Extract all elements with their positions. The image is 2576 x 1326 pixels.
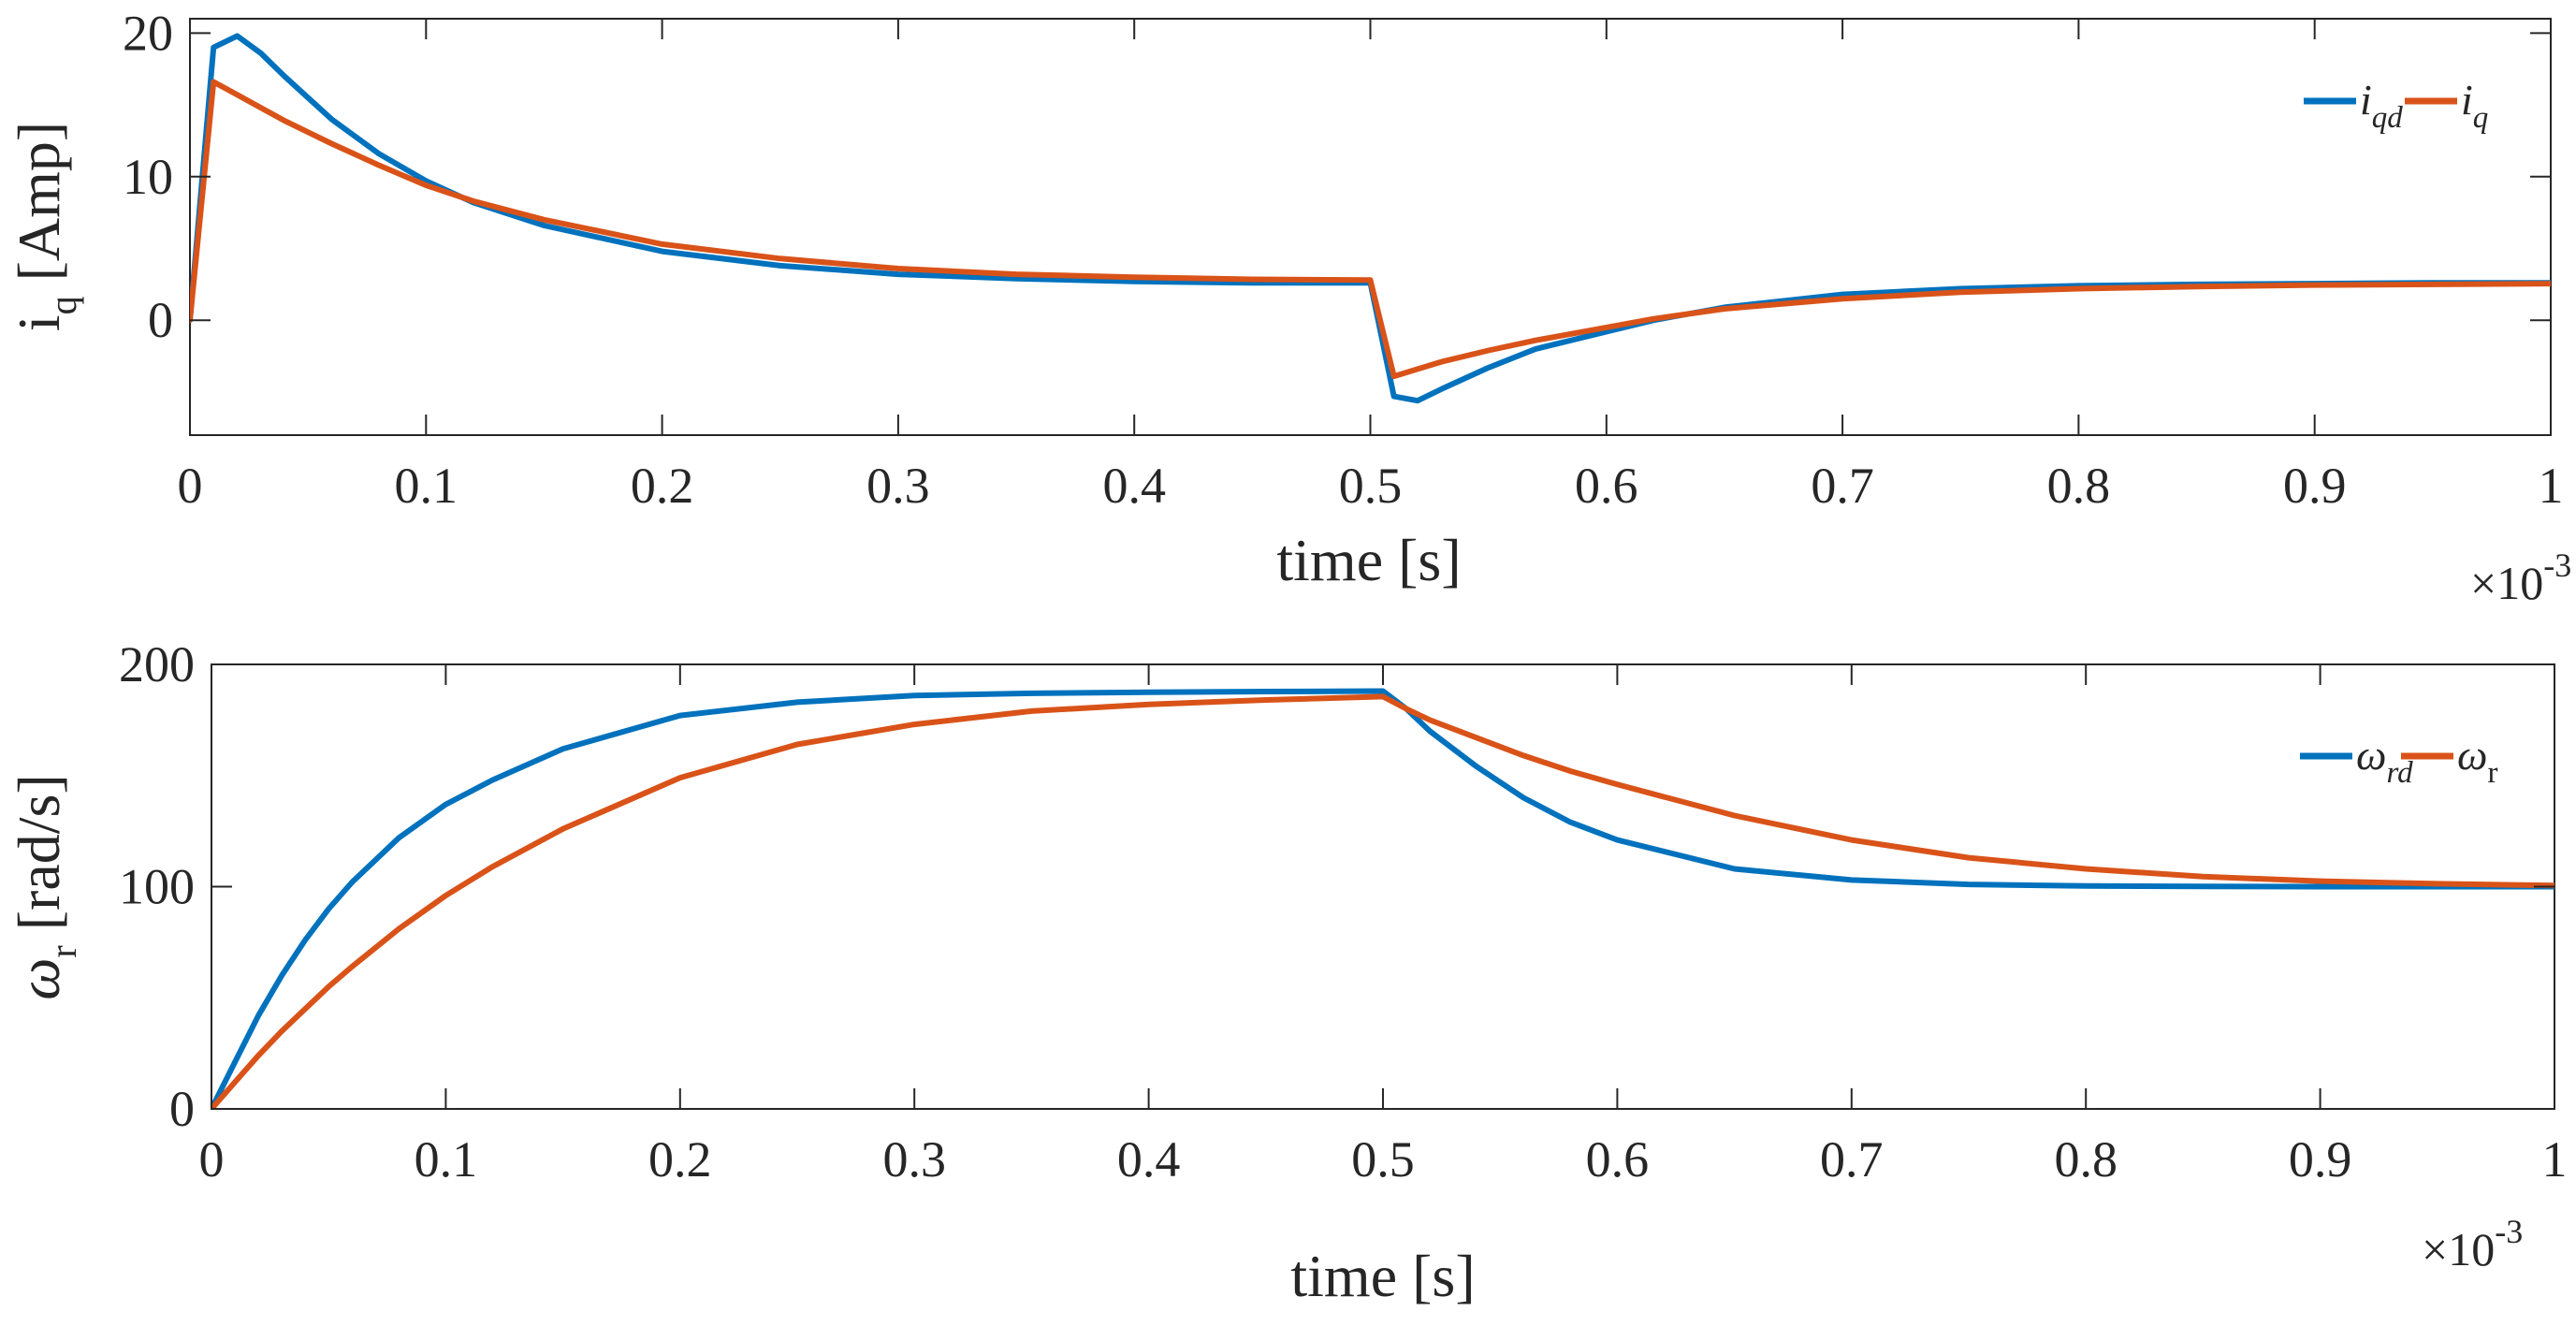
series-line-ω_rd: [211, 688, 2554, 1109]
legend-label-sub: q: [2473, 101, 2489, 135]
y-axis-label-main: i: [6, 314, 72, 331]
x-tick-label: 0.9: [2289, 1131, 2352, 1188]
y-tick-label: 10: [123, 149, 173, 205]
x-tick-label: 0.6: [1575, 458, 1638, 514]
x-exponent-base: ×10: [2470, 557, 2543, 609]
x-exponent-base: ×10: [2422, 1223, 2495, 1275]
x-tick-label: 0.4: [1102, 458, 1166, 514]
legend-label-main: ω: [2356, 731, 2386, 779]
legend: ωrd ωr: [2300, 731, 2497, 790]
y-axis-label-main: ω: [6, 958, 72, 1000]
x-tick-label: 0.7: [1820, 1131, 1884, 1188]
legend-label-i_qd: iqd: [2360, 76, 2403, 135]
series-line-ω_r: [211, 693, 2554, 1109]
x-tick-label: 0.1: [415, 1131, 478, 1188]
legend-label-ω_rd: ωrd: [2356, 731, 2413, 790]
y-axis-label: iq [Amp]: [6, 122, 84, 331]
y-tick-label: 0: [169, 1081, 195, 1137]
x-tick-label: 0.7: [1811, 458, 1874, 514]
legend-label-ω_r: ωr: [2457, 731, 2497, 790]
x-tick-label: 0.9: [2283, 458, 2347, 514]
y-tick-label: 0: [148, 292, 173, 348]
x-axis-label: time [s]: [1276, 527, 1461, 593]
x-tick-label: 0.5: [1351, 1131, 1415, 1188]
x-exponent-power: -3: [2495, 1213, 2523, 1250]
legend-label-i_q: iq: [2461, 76, 2488, 135]
x-tick-label: 0.8: [2054, 1131, 2118, 1188]
series-group: [211, 688, 2554, 1109]
x-tick-label: 0.8: [2047, 458, 2111, 514]
omega-chart: 0 0.1 0.2 0.3 0.4 0.5 0.6 0.7 0.8 0.9 1 0 100 200 time…: [6, 636, 2568, 1309]
x-exponent-power: -3: [2543, 546, 2571, 584]
x-tick-label: 0: [199, 1131, 225, 1188]
y-tick-label: 20: [123, 5, 173, 61]
x-axis-label: time [s]: [1290, 1243, 1475, 1309]
legend-label-sub: r: [2487, 756, 2497, 790]
series-line-i_qd: [190, 33, 2551, 404]
x-tick-label: 0.1: [395, 458, 458, 514]
x-tick-label: 0.3: [882, 1131, 946, 1188]
x-tick-label: 0.6: [1586, 1131, 1650, 1188]
legend-label-main: i: [2461, 76, 2473, 124]
y-axis-label-sub: r: [42, 945, 84, 957]
series-group: [190, 33, 2551, 404]
x-exponent-label: ×10-3: [2422, 1213, 2523, 1275]
x-tick-label: 1: [2539, 458, 2564, 514]
y-axis-label-unit: [rad/s]: [6, 774, 72, 945]
x-tick-label: 0.5: [1339, 458, 1403, 514]
legend: iqd iq: [2304, 76, 2488, 135]
x-tick-label: 0.2: [648, 1131, 712, 1188]
x-tick-label: 0.4: [1117, 1131, 1181, 1188]
y-tick-label: 200: [119, 636, 195, 692]
y-axis-label-unit: [Amp]: [6, 122, 72, 297]
x-tick-label: 1: [2542, 1131, 2568, 1188]
y-tick-label: 100: [119, 859, 195, 915]
series-line-i_q: [190, 79, 2551, 380]
legend-label-sub: rd: [2386, 756, 2413, 790]
y-axis-label: ωr [rad/s]: [6, 774, 84, 1000]
x-tick-label: 0: [178, 458, 203, 514]
x-tick-label: 0.3: [866, 458, 930, 514]
legend-label-main: i: [2360, 76, 2372, 124]
legend-label-main: ω: [2457, 731, 2487, 779]
x-exponent-label: ×10-3: [2470, 546, 2571, 609]
y-axis-label-sub: q: [42, 296, 84, 314]
legend-label-sub: qd: [2372, 101, 2404, 135]
x-tick-label: 0.2: [631, 458, 694, 514]
